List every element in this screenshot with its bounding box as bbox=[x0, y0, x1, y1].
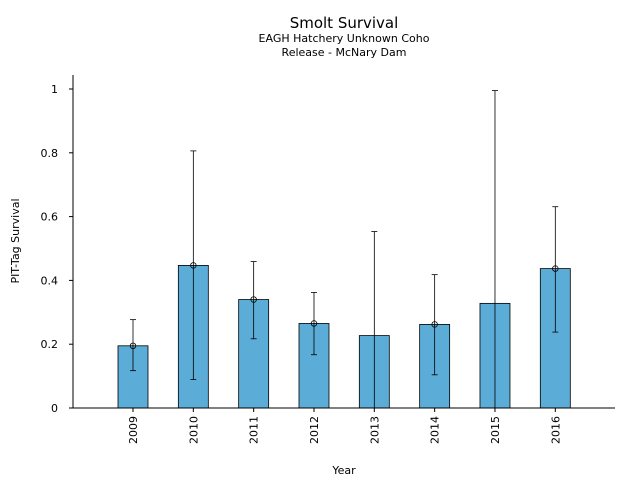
x-tick-label-2011: 2011 bbox=[248, 416, 261, 444]
point-marker-2009 bbox=[129, 342, 137, 349]
x-tick-label-2010: 2010 bbox=[187, 416, 200, 444]
point-marker-2010 bbox=[190, 262, 197, 269]
y-axis-label: PIT-Tag Survival bbox=[9, 198, 22, 283]
y-ticks-group: 0 0.2 0.4 0.6 0.8 1 bbox=[41, 83, 73, 415]
x-ticks-group: 2009 2010 2011 2012 2013 2014 2015 2016 bbox=[127, 408, 562, 444]
point-marker-2016 bbox=[552, 265, 559, 272]
y-tick-label-1: 0.2 bbox=[41, 338, 59, 351]
error-bars-group bbox=[129, 90, 559, 408]
point-marker-2014 bbox=[431, 321, 438, 328]
x-tick-label-2016: 2016 bbox=[549, 416, 562, 444]
y-tick-label-5: 1 bbox=[51, 83, 58, 96]
chart-title: Smolt Survival bbox=[290, 14, 399, 32]
x-tick-label-2014: 2014 bbox=[429, 416, 442, 444]
point-marker-2011 bbox=[250, 296, 257, 303]
y-tick-label-3: 0.6 bbox=[41, 211, 59, 224]
x-axis-label: Year bbox=[331, 464, 356, 477]
bars-group bbox=[117, 265, 571, 409]
chart-subtitle-line-1: EAGH Hatchery Unknown Coho bbox=[259, 32, 430, 45]
point-marker-2012 bbox=[310, 320, 318, 327]
bar-2012 bbox=[298, 323, 330, 409]
y-tick-label-2: 0.4 bbox=[41, 274, 59, 287]
y-tick-label-4: 0.8 bbox=[41, 147, 59, 160]
x-tick-label-2013: 2013 bbox=[368, 416, 381, 444]
y-tick-label-0: 0 bbox=[51, 402, 58, 415]
x-tick-label-2009: 2009 bbox=[127, 416, 140, 444]
x-tick-label-2015: 2015 bbox=[489, 416, 502, 444]
x-tick-label-2012: 2012 bbox=[308, 416, 321, 444]
chart-subtitle-line-2: Release - McNary Dam bbox=[282, 46, 407, 59]
